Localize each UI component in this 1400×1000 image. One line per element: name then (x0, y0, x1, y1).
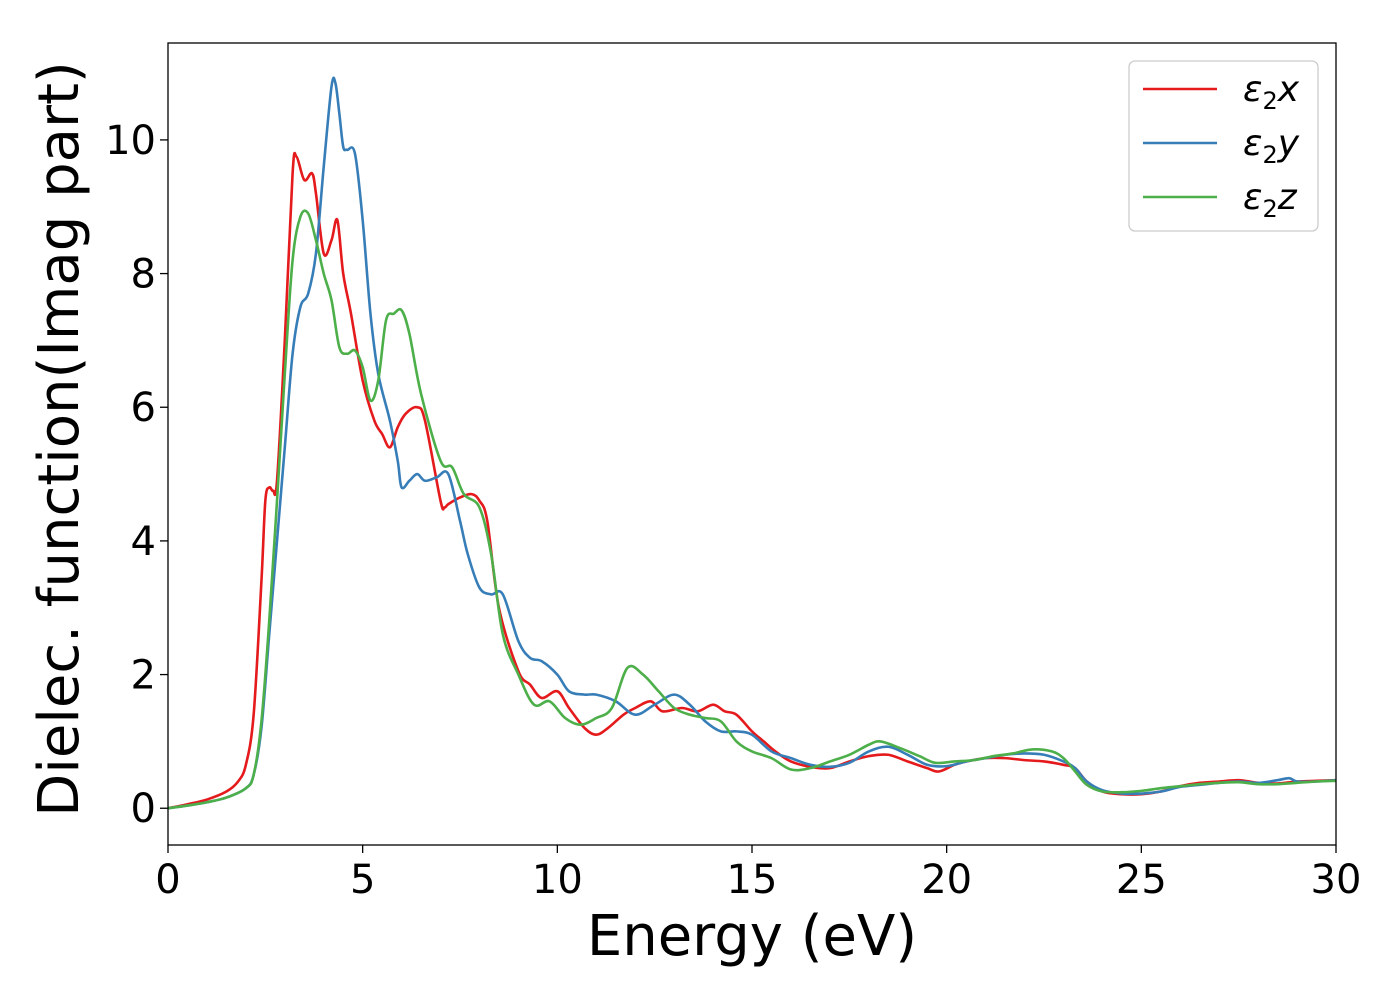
y-tick-label: 2 (131, 653, 156, 699)
y-tick-label: 10 (105, 118, 156, 164)
y-tick-label: 6 (131, 385, 156, 431)
legend-label: ε2z (1243, 177, 1298, 223)
series-line-x (168, 151, 1336, 810)
x-axis-title: Energy (eV) (587, 904, 917, 969)
x-axis: 0 5 10 15 20 25 30 (155, 845, 1361, 903)
y-tick-label: 4 (131, 519, 156, 565)
x-tick-label: 0 (155, 857, 180, 903)
y-axis-title: Dielec. function(Imag part) (27, 61, 92, 817)
legend: ε2x ε2y ε2z (1128, 60, 1319, 232)
x-tick-label: 15 (727, 857, 778, 903)
series-layer (168, 76, 1336, 810)
x-tick-label: 5 (350, 857, 375, 903)
y-tick-label: 8 (131, 252, 156, 298)
series-line-y (168, 76, 1336, 810)
legend-label: ε2x (1243, 69, 1300, 115)
x-tick-label: 20 (921, 857, 972, 903)
x-tick-label: 30 (1311, 857, 1362, 903)
x-tick-label: 10 (532, 857, 583, 903)
legend-label: ε2y (1243, 123, 1300, 169)
series-line-z (168, 209, 1336, 810)
y-axis: 0 2 4 6 8 10 (105, 118, 168, 832)
y-tick-label: 0 (131, 786, 156, 832)
x-tick-label: 25 (1116, 857, 1167, 903)
legend-box (1128, 60, 1319, 232)
